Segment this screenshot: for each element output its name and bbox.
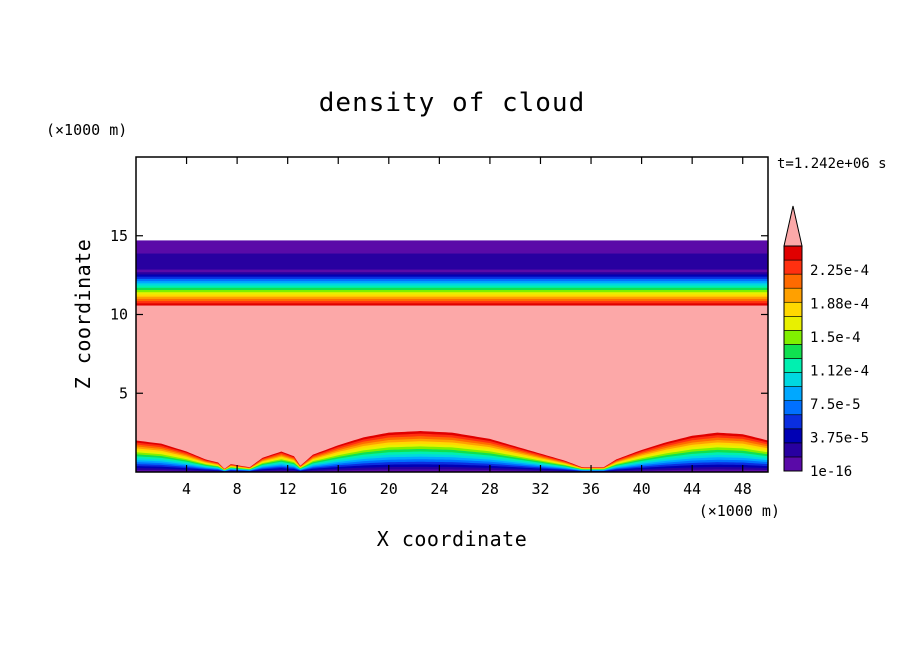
x-tick-label: 16 bbox=[329, 480, 347, 498]
upper-layer-band bbox=[136, 291, 768, 295]
upper-layer-band bbox=[136, 282, 768, 286]
x-axis-unit: (×1000 m) bbox=[699, 502, 780, 520]
x-tick-label: 4 bbox=[182, 480, 191, 498]
x-tick-label: 8 bbox=[233, 480, 242, 498]
colorbar-segment bbox=[783, 330, 803, 345]
upper-cloud-layer bbox=[136, 240, 768, 472]
upper-layer-band bbox=[136, 273, 768, 277]
time-label: t=1.242e+06 s bbox=[777, 156, 887, 172]
colorbar-label: 7.5e-5 bbox=[810, 397, 861, 413]
colorbar-segment bbox=[783, 301, 803, 317]
colorbar-over-arrow bbox=[783, 205, 803, 247]
x-axis-title: X coordinate bbox=[377, 527, 528, 551]
y-tick-label: 5 bbox=[119, 384, 128, 402]
upper-layer-band bbox=[136, 240, 768, 254]
colorbar-segment bbox=[783, 316, 803, 331]
colorbar-label: 1e-16 bbox=[810, 464, 852, 480]
upper-layer-band bbox=[136, 296, 768, 299]
x-tick-label: 28 bbox=[481, 480, 499, 498]
y-tick-label: 10 bbox=[110, 306, 128, 324]
colorbar-segment bbox=[783, 400, 803, 416]
upper-layer-band bbox=[136, 271, 768, 275]
x-tick-label: 20 bbox=[380, 480, 398, 498]
colorbar-segment bbox=[783, 456, 803, 472]
upper-layer-band bbox=[136, 298, 768, 302]
upper-layer-band bbox=[136, 302, 768, 306]
upper-layer-band bbox=[136, 300, 768, 304]
x-tick-label: 36 bbox=[582, 480, 600, 498]
colorbar: 2.25e-4 1.88e-4 1.5e-4 1.12e-4 7.5e-5 3.75e-5… bbox=[783, 205, 869, 480]
plot-area bbox=[136, 240, 768, 472]
colorbar-segment bbox=[783, 358, 803, 373]
colorbar-label: 1.5e-4 bbox=[810, 330, 861, 346]
colorbar-segment bbox=[783, 386, 803, 401]
colorbar-segment bbox=[783, 414, 803, 430]
upper-layer-band bbox=[136, 280, 768, 284]
colorbar-label: 3.75e-5 bbox=[810, 431, 869, 447]
upper-layer-band bbox=[136, 293, 768, 297]
upper-layer-band bbox=[136, 276, 768, 279]
colorbar-segment bbox=[783, 245, 803, 261]
x-tick-label: 12 bbox=[279, 480, 297, 498]
y-axis-title: Z coordinate bbox=[71, 239, 95, 390]
y-tick-label: 15 bbox=[110, 227, 128, 245]
upper-layer-band bbox=[136, 289, 768, 293]
colorbar-segment bbox=[783, 259, 803, 275]
x-axis: 4 8 12 16 20 24 28 32 36 40 44 48 bbox=[182, 157, 752, 498]
colorbar-segment bbox=[783, 428, 803, 444]
colorbar-label: 2.25e-4 bbox=[810, 263, 869, 279]
x-tick-label: 48 bbox=[734, 480, 752, 498]
lower-layer-band bbox=[136, 466, 768, 472]
colorbar-label: 1.88e-4 bbox=[810, 297, 869, 313]
colorbar-label: 1.12e-4 bbox=[810, 364, 869, 380]
y-axis: 5 10 15 bbox=[110, 227, 768, 402]
colorbar-segment bbox=[783, 287, 803, 303]
x-tick-label: 40 bbox=[633, 480, 651, 498]
z-axis-unit: (×1000 m) bbox=[46, 121, 127, 139]
upper-layer-band bbox=[136, 278, 768, 282]
colorbar-segment bbox=[783, 442, 803, 458]
lower-cloud-layer bbox=[136, 431, 768, 472]
x-tick-label: 44 bbox=[683, 480, 701, 498]
colorbar-segment bbox=[783, 372, 803, 387]
colorbar-segment bbox=[783, 344, 803, 359]
colorbar-segment bbox=[783, 273, 803, 289]
x-tick-label: 24 bbox=[430, 480, 448, 498]
chart-title: density of cloud bbox=[319, 88, 585, 118]
colorbar-frame bbox=[783, 245, 803, 472]
x-tick-label: 32 bbox=[531, 480, 549, 498]
upper-layer-band bbox=[136, 285, 768, 288]
upper-layer-band bbox=[136, 287, 768, 291]
